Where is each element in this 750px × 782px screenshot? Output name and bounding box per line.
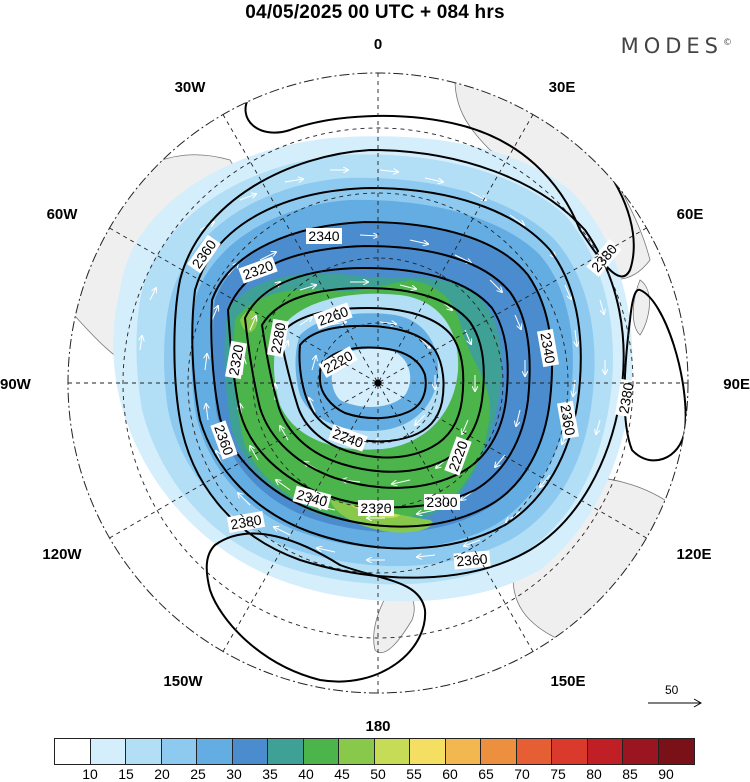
- colorbar-box-16: [623, 739, 659, 764]
- contour-2360: [173, 148, 625, 579]
- contour-label-19: 2360: [456, 551, 489, 570]
- colorbar-box-15: [587, 739, 623, 764]
- map-title: 04/05/2025 00 UTC + 084 hrs: [245, 2, 505, 23]
- lon-label-120w: 120W: [42, 546, 82, 563]
- lon-label-150e: 150E: [550, 673, 585, 690]
- contour-label-17: 2360: [557, 403, 578, 437]
- height-contours: [173, 73, 687, 683]
- polar-map: 2360 2340 2320 2380 2260 2280 2220 2320 …: [0, 36, 750, 735]
- map-boundary: [67, 72, 689, 694]
- colorbar-box-11: [445, 739, 481, 764]
- colorbar-box-14: [552, 739, 588, 764]
- contour-label-12: 2320: [360, 500, 391, 516]
- contour-2340: [191, 186, 582, 550]
- brand-name: MODES: [620, 34, 723, 58]
- contour-label-group: 2360 2340 2320 2380 2260 2280 2220 2320 …: [187, 228, 638, 570]
- lon-label-60w: 60W: [47, 206, 79, 223]
- contour-2260: [260, 286, 485, 473]
- lon-label-90w: 90W: [0, 376, 32, 393]
- colorbar-tick-label: 60: [442, 766, 458, 782]
- vector-scale-value: 50: [665, 683, 679, 697]
- contour-2300: [226, 244, 531, 509]
- colorbar-tick-label: 20: [154, 766, 170, 782]
- colorbar-tick-label: 90: [658, 766, 674, 782]
- colorbar-tick-label: 15: [118, 766, 134, 782]
- colorbar-tick-label: 50: [370, 766, 386, 782]
- colorbar-box-13: [516, 739, 552, 764]
- graticule: [68, 73, 688, 693]
- colorbar-tick-label: 80: [586, 766, 602, 782]
- contour-label-8: 2320: [225, 343, 246, 377]
- colorbar-tick-label: 45: [334, 766, 350, 782]
- lon-label-90e: 90E: [723, 376, 750, 393]
- colorbar-box-17: [658, 739, 694, 764]
- colorbar-tick-label: 10: [82, 766, 98, 782]
- colorbar-box-5: [232, 739, 268, 764]
- contour-2240: [278, 306, 465, 459]
- colorbar-box-1: [90, 739, 126, 764]
- contour-2220: [298, 324, 445, 443]
- contour-label-6: 2280: [267, 321, 288, 355]
- colorbar-tick-label: 85: [622, 766, 638, 782]
- contour-2280: [243, 266, 509, 489]
- colorbar-tick-label: 70: [514, 766, 530, 782]
- contour-2380-lower: [205, 532, 427, 683]
- colorbar-box-7: [303, 739, 339, 764]
- south-pole-marker: [374, 379, 382, 387]
- lon-label-30e: 30E: [549, 79, 576, 96]
- contour-label-2: 2340: [308, 228, 339, 244]
- contour-label-18: 2380: [615, 381, 636, 415]
- colorbar-tick-label: 40: [298, 766, 314, 782]
- lon-label-150w: 150W: [163, 673, 203, 690]
- colorbar-tick-label: 75: [550, 766, 566, 782]
- lon-label-30w: 30W: [175, 79, 207, 96]
- colorbar-box-6: [268, 739, 304, 764]
- lon-label-0: 0: [374, 36, 382, 53]
- colorbar-box-4: [197, 739, 233, 764]
- colorbar-box-9: [374, 739, 410, 764]
- colorbar-box-0: [55, 739, 91, 764]
- colorbar-box-8: [339, 739, 375, 764]
- colorbar-box-2: [126, 739, 162, 764]
- colorbar-box-3: [161, 739, 197, 764]
- longitude-labels: 0 180 90W 90E 30W 60W 30E 60E 120W 150W …: [0, 36, 750, 735]
- arrow-right-icon: [648, 698, 703, 708]
- brand-logo: MODES©: [621, 34, 732, 58]
- colorbar-box-12: [481, 739, 517, 764]
- vector-scale: [648, 698, 703, 708]
- colorbar-box-10: [410, 739, 446, 764]
- contour-label-16: 2340: [537, 331, 558, 365]
- colorbar-tick-label: 55: [406, 766, 422, 782]
- lon-label-120e: 120E: [676, 546, 711, 563]
- colorbar-tick-label: 35: [262, 766, 278, 782]
- lon-label-60e: 60E: [677, 206, 704, 223]
- copyright-mark: ©: [723, 38, 732, 48]
- colorbar: [54, 738, 695, 765]
- contour-2200: [318, 346, 427, 420]
- colorbar-tick-label: 25: [190, 766, 206, 782]
- colorbar-ticks: 10 15 20 25 30 35 40 45 50 55 60 65 70 75 80 85 90: [54, 766, 704, 782]
- land-madagascar: [632, 279, 650, 336]
- contour-2380-upper: [244, 73, 635, 278]
- colorbar-tick-label: 30: [226, 766, 242, 782]
- contour-label-11: 2300: [426, 494, 457, 510]
- colorbar-tick-label: 65: [478, 766, 494, 782]
- contour-2380-right: [623, 288, 687, 462]
- lon-label-180: 180: [365, 718, 390, 735]
